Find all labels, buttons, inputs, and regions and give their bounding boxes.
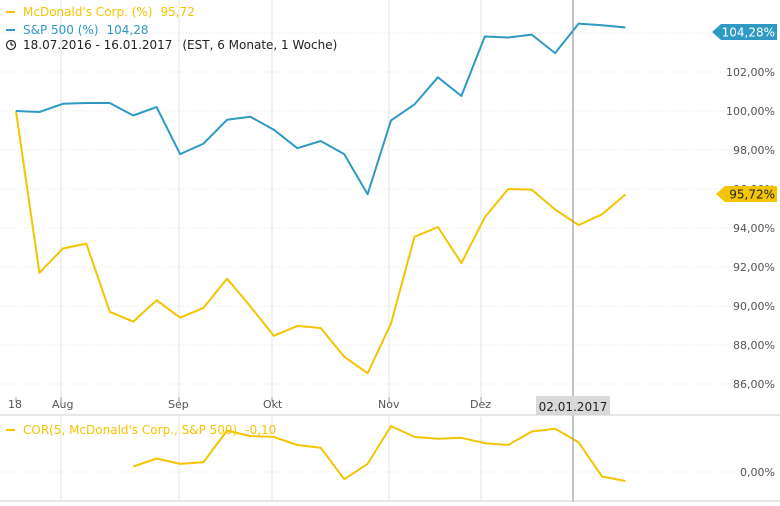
y-tick-label: 94,00% [733, 222, 775, 235]
crosshair-date-label: 02.01.2017 [539, 400, 608, 414]
spx-value-badge: 104,28% [712, 24, 777, 40]
y-tick-labels: 86,00%88,00%90,00%92,00%94,00%96,00%98,0… [726, 0, 775, 479]
y-tick-label: 100,00% [726, 105, 775, 118]
spx-badge-text: 104,28% [722, 26, 775, 40]
y-tick-label: 106,00% [726, 0, 775, 1]
x-tick-label: Aug [52, 398, 73, 411]
x-tick-label: Nov [378, 398, 400, 411]
y-tick-label: 92,00% [733, 261, 775, 274]
cor-series-line [132, 425, 626, 482]
y-tick-label: 90,00% [733, 300, 775, 313]
y-tick-label: 86,00% [733, 378, 775, 391]
cor-y-tick-label: 0,00% [740, 466, 775, 479]
y-tick-label: 102,00% [726, 66, 775, 79]
x-tick-label: 18 [8, 398, 22, 411]
date-range-label: 18.07.2016 - 16.01.2017 (EST, 6 Monate, 1… [23, 38, 337, 52]
clock-icon [5, 39, 17, 51]
cor-legend-label: COR(5, McDonald's Corp., S&P 500) -0,10 [23, 423, 276, 437]
x-tick-label: Sep [168, 398, 189, 411]
crosshair-date-badge: 02.01.2017 [536, 396, 610, 415]
mcd-series-line [15, 110, 627, 375]
mcd-value-badge: 95,72% [716, 186, 777, 202]
legend: McDonald's Corp. (%) 95,72 S&P 500 (%) 104… [5, 5, 337, 52]
spx-series-line [15, 22, 626, 196]
mcd-legend-label: McDonald's Corp. (%) 95,72 [23, 5, 195, 19]
x-tick-labels: 18 Aug Sep Okt Nov Dez [8, 397, 491, 411]
x-tick-label: Dez [470, 398, 491, 411]
x-tick-label: Okt [263, 398, 283, 411]
mcd-badge-text: 95,72% [729, 188, 775, 202]
cor-legend: COR(5, McDonald's Corp., S&P 500) -0,10 [6, 423, 276, 437]
y-tick-label: 98,00% [733, 144, 775, 157]
y-tick-label: 88,00% [733, 339, 775, 352]
series-layer [15, 22, 627, 482]
spx-legend-label: S&P 500 (%) 104,28 [23, 23, 149, 37]
